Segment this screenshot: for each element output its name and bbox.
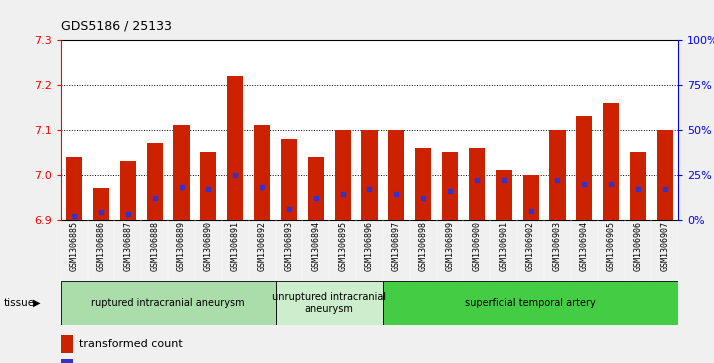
Text: transformed count: transformed count [79, 339, 183, 350]
Bar [523, 175, 538, 220]
Bar [603, 103, 619, 220]
Text: GDS5186 / 25133: GDS5186 / 25133 [61, 20, 171, 33]
Text: GSM1306907: GSM1306907 [660, 221, 669, 272]
Text: GSM1306887: GSM1306887 [124, 221, 132, 272]
FancyBboxPatch shape [276, 281, 383, 325]
Bar [549, 130, 565, 220]
Text: GSM1306903: GSM1306903 [553, 221, 562, 272]
Bar [227, 76, 243, 220]
Bar [93, 188, 109, 220]
Bar [120, 161, 136, 220]
Bar [415, 148, 431, 220]
Bar [657, 130, 673, 220]
Bar [630, 152, 646, 220]
Bar [469, 148, 485, 220]
Text: GSM1306886: GSM1306886 [96, 221, 106, 272]
Text: tissue: tissue [4, 298, 35, 308]
Bar [61, 335, 73, 354]
Text: GSM1306900: GSM1306900 [473, 221, 481, 272]
Text: GSM1306899: GSM1306899 [446, 221, 455, 272]
Text: GSM1306888: GSM1306888 [150, 221, 159, 272]
Bar [61, 359, 73, 363]
Text: GSM1306890: GSM1306890 [204, 221, 213, 272]
Bar [174, 125, 190, 220]
Text: ▶: ▶ [33, 298, 41, 308]
Text: ruptured intracranial aneurysm: ruptured intracranial aneurysm [91, 298, 245, 308]
Text: GSM1306896: GSM1306896 [365, 221, 374, 272]
Text: GSM1306892: GSM1306892 [258, 221, 266, 272]
Text: GSM1306897: GSM1306897 [392, 221, 401, 272]
FancyBboxPatch shape [383, 281, 678, 325]
Text: GSM1306902: GSM1306902 [526, 221, 535, 272]
Bar [335, 130, 351, 220]
Text: GSM1306898: GSM1306898 [418, 221, 428, 272]
Text: GSM1306901: GSM1306901 [499, 221, 508, 272]
Text: GSM1306885: GSM1306885 [70, 221, 79, 272]
Bar [201, 152, 216, 220]
Bar [442, 152, 458, 220]
Bar [361, 130, 378, 220]
Bar [66, 157, 82, 220]
Text: GSM1306904: GSM1306904 [580, 221, 589, 272]
Text: GSM1306906: GSM1306906 [633, 221, 643, 272]
Bar [308, 157, 324, 220]
Bar [496, 170, 512, 220]
Text: GSM1306893: GSM1306893 [284, 221, 293, 272]
Text: superficial temporal artery: superficial temporal artery [466, 298, 596, 308]
Text: GSM1306894: GSM1306894 [311, 221, 321, 272]
Text: GSM1306889: GSM1306889 [177, 221, 186, 272]
Text: GSM1306895: GSM1306895 [338, 221, 347, 272]
Bar [146, 143, 163, 220]
Text: unruptured intracranial
aneurysm: unruptured intracranial aneurysm [272, 292, 386, 314]
Text: GSM1306891: GSM1306891 [231, 221, 240, 272]
Bar [281, 139, 297, 220]
Bar [388, 130, 404, 220]
Text: GSM1306905: GSM1306905 [607, 221, 615, 272]
Bar [254, 125, 270, 220]
Bar [576, 116, 593, 220]
FancyBboxPatch shape [61, 281, 276, 325]
